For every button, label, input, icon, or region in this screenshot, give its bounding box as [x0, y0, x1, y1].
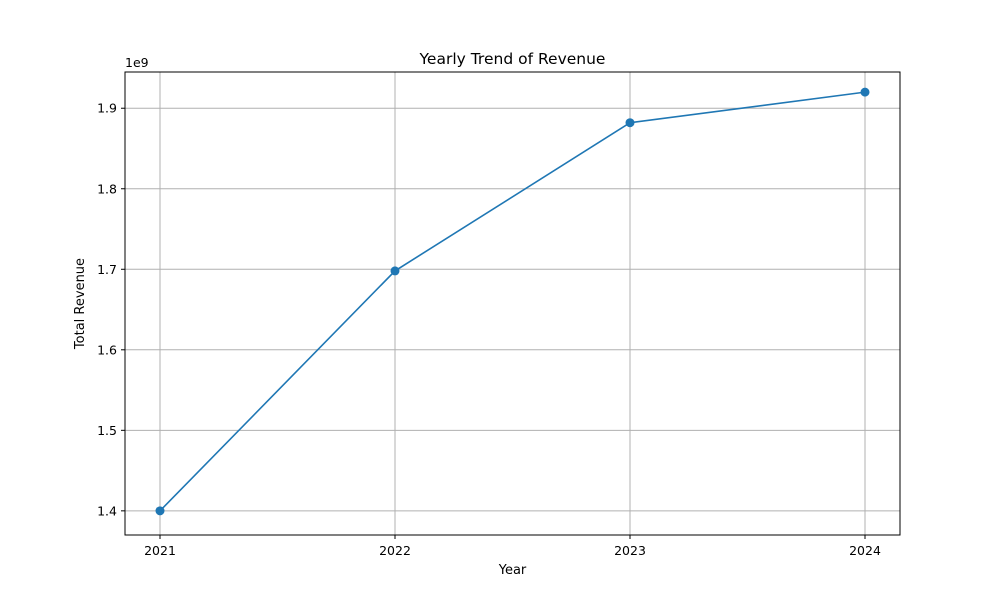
x-tick-label: 2024 [849, 543, 881, 558]
data-point [860, 87, 870, 97]
series-line [159, 91, 866, 512]
y-axis-ticks: 1.4 1.5 1.6 1.7 1.8 1.9 [97, 101, 125, 518]
x-tick-label: 2023 [614, 543, 646, 558]
plot-area-frame [124, 71, 901, 536]
y-tick-label: 1.4 [97, 503, 117, 518]
x-axis-label: Year [498, 563, 527, 578]
data-point [390, 266, 400, 276]
series-revenue [155, 87, 870, 516]
y-tick-label: 1.9 [97, 101, 117, 116]
x-tick-label: 2022 [379, 543, 411, 558]
y-tick-label: 1.6 [97, 342, 117, 357]
chart-title: Yearly Trend of Revenue [419, 50, 606, 68]
x-tick-label: 2021 [144, 543, 176, 558]
y-tick-label: 1.5 [97, 423, 117, 438]
data-point [155, 506, 165, 516]
y-tick-label: 1.8 [97, 181, 117, 196]
x-axis-ticks: 2021 2022 2023 2024 [144, 535, 881, 558]
grid [125, 72, 900, 535]
y-tick-label: 1.7 [97, 262, 117, 277]
y-axis-offset-label: 1e9 [125, 55, 149, 70]
y-axis-label: Total Revenue [73, 258, 88, 350]
data-point [625, 118, 635, 128]
